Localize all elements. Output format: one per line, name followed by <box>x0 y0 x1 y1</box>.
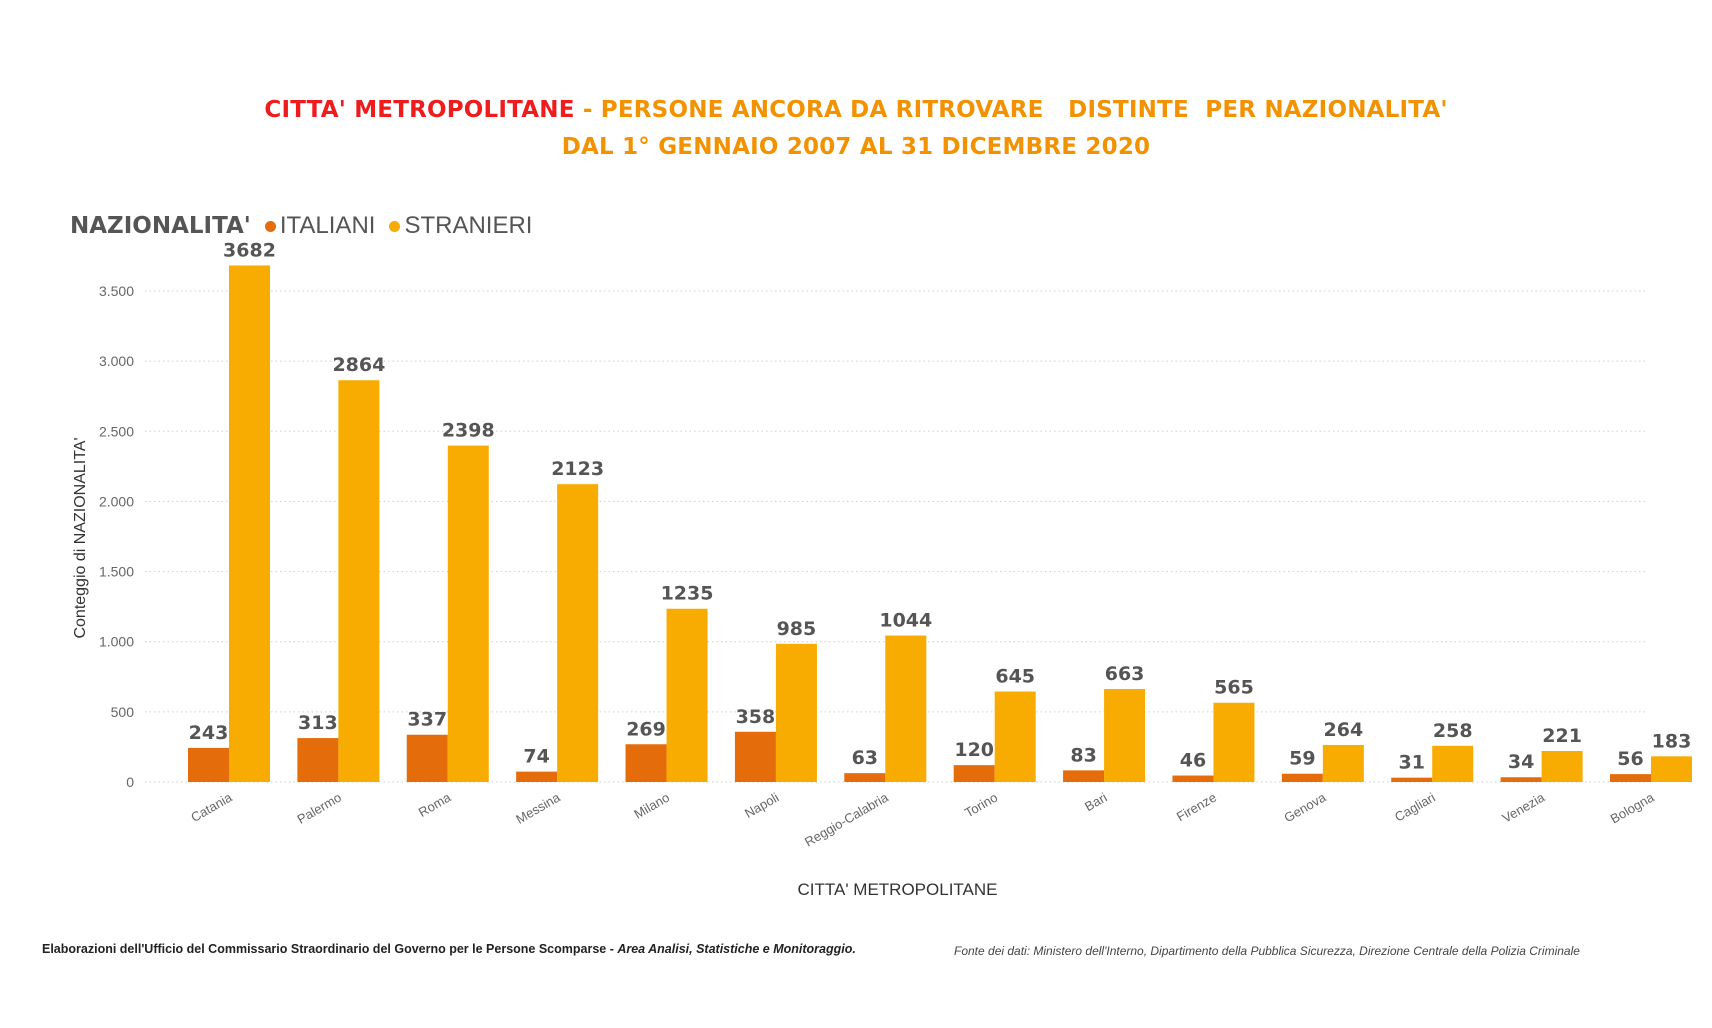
bar-italiani <box>406 734 448 782</box>
bar-italiani <box>953 765 995 782</box>
legend-marker-italiani <box>264 220 276 232</box>
legend-marker-stranieri <box>389 220 401 232</box>
bar-stranieri <box>1432 745 1474 782</box>
data-label-italiani: 358 <box>736 706 776 728</box>
data-label-stranieri: 258 <box>1433 720 1473 742</box>
bar-stranieri <box>775 643 817 782</box>
data-label-stranieri: 183 <box>1652 730 1692 752</box>
data-label-italiani: 313 <box>298 712 338 734</box>
y-axis-title: Conteggio di NAZIONALITA' <box>72 437 89 638</box>
data-label-stranieri: 1235 <box>661 583 714 605</box>
data-label-stranieri: 221 <box>1542 725 1582 747</box>
legend-item-italiani[interactable]: ITALIANI <box>264 212 376 240</box>
data-label-italiani: 59 <box>1289 748 1315 770</box>
bar-stranieri <box>666 608 708 782</box>
bar-italiani <box>1610 774 1651 782</box>
title-part-2: - PERSONE ANCORA DA RITROVARE DISTINTE P… <box>574 97 1448 123</box>
x-tick-label: Reggio-Calabria <box>802 789 892 849</box>
data-label-stranieri: 645 <box>995 666 1035 688</box>
legend-item-stranieri[interactable]: STRANIERI <box>389 212 532 240</box>
x-tick-label: Roma <box>416 789 454 820</box>
bar-stranieri <box>1104 688 1146 782</box>
legend-title: NAZIONALITA' <box>70 213 251 239</box>
bar-stranieri <box>1541 750 1583 782</box>
footer-credit: Elaborazioni dell'Ufficio del Commissari… <box>42 942 856 956</box>
x-tick-label: Bologna <box>1608 789 1657 826</box>
data-label-italiani: 269 <box>626 718 666 740</box>
bar-stranieri <box>1651 756 1692 782</box>
legend: NAZIONALITA' ITALIANI STRANIERI <box>70 212 546 240</box>
data-label-stranieri: 565 <box>1214 677 1254 699</box>
y-tick-label: 1.500 <box>99 564 134 580</box>
x-tick-label: Venezia <box>1500 789 1548 826</box>
bar-italiani <box>625 744 667 782</box>
y-tick-label: 3.000 <box>99 353 134 369</box>
bar-italiani <box>297 738 339 782</box>
data-label-italiani: 46 <box>1180 750 1206 772</box>
data-label-italiani: 56 <box>1617 748 1643 770</box>
data-label-italiani: 120 <box>954 739 994 761</box>
bar-stranieri <box>338 380 380 782</box>
data-label-italiani: 243 <box>189 722 229 744</box>
data-label-stranieri: 985 <box>777 618 817 640</box>
data-label-italiani: 337 <box>407 709 447 731</box>
data-label-italiani: 34 <box>1508 751 1534 773</box>
bar-stranieri <box>229 265 270 782</box>
bar-italiani <box>734 731 776 782</box>
legend-label-italiani: ITALIANI <box>279 212 376 239</box>
x-tick-label: Milano <box>631 790 672 822</box>
x-tick-label: Genova <box>1281 789 1329 825</box>
legend-label-stranieri: STRANIERI <box>404 212 533 239</box>
data-label-stranieri: 2864 <box>332 354 385 376</box>
bar-stranieri <box>994 691 1036 782</box>
chart-title: CITTA' METROPOLITANE - PERSONE ANCORA DA… <box>0 97 1712 123</box>
bar-italiani <box>1063 770 1105 782</box>
y-tick-label: 1.000 <box>99 634 134 650</box>
x-axis-title: CITTA' METROPOLITANE <box>797 880 998 899</box>
y-tick-label: 500 <box>111 704 135 720</box>
data-label-italiani: 31 <box>1399 752 1425 774</box>
data-label-stranieri: 2398 <box>442 420 495 442</box>
footer-credit-italic: Area Analisi, Statistiche e Monitoraggio… <box>617 942 856 956</box>
data-label-italiani: 83 <box>1070 744 1096 766</box>
x-tick-label: Palermo <box>294 790 343 827</box>
x-tick-label: Messina <box>513 789 563 827</box>
x-tick-label: Firenze <box>1174 790 1219 825</box>
x-tick-label: Bari <box>1082 790 1110 815</box>
bar-stranieri <box>557 484 599 782</box>
data-label-stranieri: 3682 <box>223 239 276 261</box>
bar-stranieri <box>1213 702 1255 782</box>
data-label-italiani: 63 <box>852 747 878 769</box>
y-tick-label: 3.500 <box>99 283 134 299</box>
bar-italiani <box>1500 777 1542 782</box>
bar-italiani <box>1281 773 1323 782</box>
x-tick-label: Napoli <box>742 790 782 821</box>
y-tick-label: 2.500 <box>99 423 134 439</box>
data-label-stranieri: 1044 <box>879 610 932 632</box>
bar-italiani <box>516 771 558 782</box>
data-label-italiani: 74 <box>523 746 549 768</box>
bar-italiani <box>1391 777 1433 782</box>
x-tick-label: Cagliari <box>1392 790 1438 825</box>
bar-stranieri <box>447 445 489 782</box>
chart-subtitle: DAL 1° GENNAIO 2007 AL 31 DICEMBRE 2020 <box>561 134 1151 160</box>
bar-italiani <box>1172 775 1214 782</box>
footer-source: Fonte dei dati: Ministero dell'Interno, … <box>954 944 1580 958</box>
y-tick-label: 0 <box>126 774 134 790</box>
data-label-stranieri: 264 <box>1324 719 1364 741</box>
y-tick-label: 2.000 <box>99 493 134 509</box>
bar-stranieri <box>885 635 927 782</box>
footer-credit-text: Elaborazioni dell'Ufficio del Commissari… <box>42 942 618 956</box>
data-label-stranieri: 2123 <box>551 458 604 480</box>
x-tick-label: Catania <box>188 789 235 825</box>
bar-stranieri <box>1322 744 1364 782</box>
x-tick-label: Torino <box>962 790 1000 821</box>
bar-italiani <box>844 773 886 782</box>
title-part-1: CITTA' METROPOLITANE <box>264 97 575 123</box>
bar-italiani <box>188 747 229 782</box>
data-label-stranieri: 663 <box>1105 663 1145 685</box>
